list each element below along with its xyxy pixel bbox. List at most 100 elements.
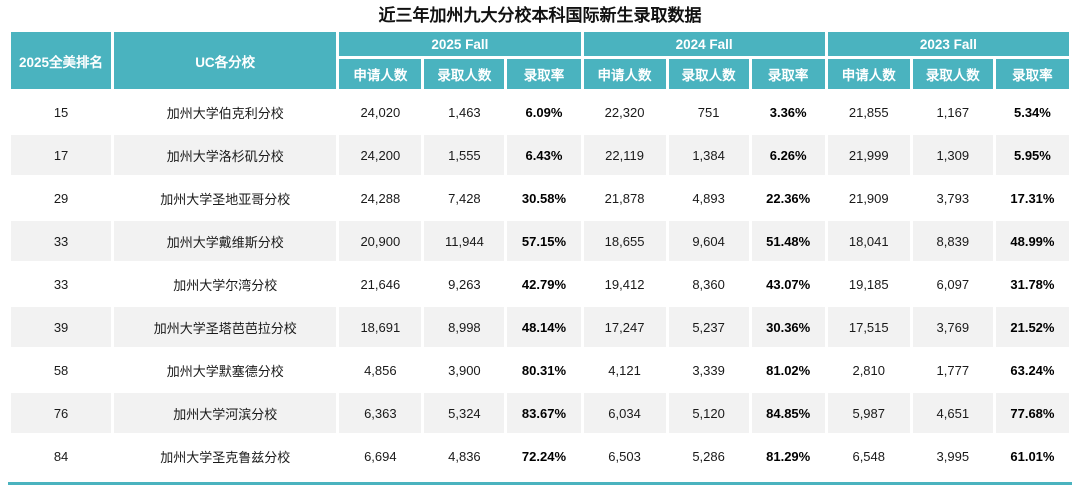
admitted-count-cell: 5,120 xyxy=(668,393,749,433)
applicant-count-cell: 6,034 xyxy=(583,393,666,433)
applicant-count-cell: 4,121 xyxy=(583,350,666,390)
applicant-count-cell: 17,515 xyxy=(827,307,910,347)
table-row: 76 加州大学河滨分校 6,363 5,324 83.67% 6,034 5,120 84.8… xyxy=(11,393,1069,433)
school-cell: 加州大学默塞德分校 xyxy=(114,350,337,390)
admit-rate-cell: 80.31% xyxy=(507,350,581,390)
admitted-count-cell: 4,836 xyxy=(424,436,505,476)
admitted-count-cell: 9,604 xyxy=(668,221,749,261)
admitted-count-cell: 3,339 xyxy=(668,350,749,390)
table-row: 15 加州大学伯克利分校 24,020 1,463 6.09% 22,320 751 3.36… xyxy=(11,92,1069,132)
table-row: 58 加州大学默塞德分校 4,856 3,900 80.31% 4,121 3,339 81.… xyxy=(11,350,1069,390)
applicant-count-cell: 21,909 xyxy=(827,178,910,218)
admitted-count-cell: 1,384 xyxy=(668,135,749,175)
admit-rate-cell: 43.07% xyxy=(751,264,825,304)
admit-rate-cell: 81.29% xyxy=(751,436,825,476)
applicant-count-cell: 4,856 xyxy=(339,350,422,390)
applicant-count-cell: 19,412 xyxy=(583,264,666,304)
applicant-count-cell: 21,878 xyxy=(583,178,666,218)
rank-cell: 33 xyxy=(11,264,112,304)
admitted-count-cell: 5,324 xyxy=(424,393,505,433)
admitted-count-cell: 1,463 xyxy=(424,92,505,132)
school-cell: 加州大学圣塔芭芭拉分校 xyxy=(114,307,337,347)
admitted-count-cell: 6,097 xyxy=(912,264,993,304)
subheader-admitted-2024: 录取人数 xyxy=(668,59,749,89)
admitted-count-cell: 7,428 xyxy=(424,178,505,218)
admit-rate-cell: 31.78% xyxy=(995,264,1069,304)
applicant-count-cell: 24,288 xyxy=(339,178,422,218)
school-cell: 加州大学尔湾分校 xyxy=(114,264,337,304)
table-bottom-rule xyxy=(8,482,1072,485)
applicant-count-cell: 21,855 xyxy=(827,92,910,132)
admit-rate-cell: 48.99% xyxy=(995,221,1069,261)
admit-rate-cell: 6.09% xyxy=(507,92,581,132)
admitted-count-cell: 5,286 xyxy=(668,436,749,476)
applicant-count-cell: 24,200 xyxy=(339,135,422,175)
admit-rate-cell: 22.36% xyxy=(751,178,825,218)
admit-rate-cell: 84.85% xyxy=(751,393,825,433)
admit-rate-cell: 17.31% xyxy=(995,178,1069,218)
school-cell: 加州大学圣地亚哥分校 xyxy=(114,178,337,218)
table-row: 29 加州大学圣地亚哥分校 24,288 7,428 30.58% 21,878 4,893… xyxy=(11,178,1069,218)
applicant-count-cell: 17,247 xyxy=(583,307,666,347)
table-body: 15 加州大学伯克利分校 24,020 1,463 6.09% 22,320 751 3.36… xyxy=(11,92,1069,476)
admit-rate-cell: 42.79% xyxy=(507,264,581,304)
header-row-subcolumns: 申请人数 录取人数 录取率 申请人数 录取人数 录取率 申请人数 录取人数 录取… xyxy=(11,59,1069,89)
school-cell: 加州大学洛杉矶分校 xyxy=(114,135,337,175)
admit-rate-cell: 3.36% xyxy=(751,92,825,132)
subheader-applicants-2023: 申请人数 xyxy=(827,59,910,89)
school-cell: 加州大学圣克鲁兹分校 xyxy=(114,436,337,476)
school-cell: 加州大学戴维斯分校 xyxy=(114,221,337,261)
applicant-count-cell: 2,810 xyxy=(827,350,910,390)
table-row: 17 加州大学洛杉矶分校 24,200 1,555 6.43% 22,119 1,384 6.… xyxy=(11,135,1069,175)
applicant-count-cell: 19,185 xyxy=(827,264,910,304)
rank-cell: 84 xyxy=(11,436,112,476)
admitted-count-cell: 1,777 xyxy=(912,350,993,390)
subheader-rate-2025: 录取率 xyxy=(507,59,581,89)
rank-cell: 15 xyxy=(11,92,112,132)
admit-rate-cell: 77.68% xyxy=(995,393,1069,433)
admitted-count-cell: 3,769 xyxy=(912,307,993,347)
admitted-count-cell: 8,839 xyxy=(912,221,993,261)
admit-rate-cell: 51.48% xyxy=(751,221,825,261)
admit-rate-cell: 6.26% xyxy=(751,135,825,175)
admit-rate-cell: 63.24% xyxy=(995,350,1069,390)
page-title: 近三年加州九大分校本科国际新生录取数据 xyxy=(378,6,702,25)
admitted-count-cell: 3,793 xyxy=(912,178,993,218)
rank-cell: 17 xyxy=(11,135,112,175)
applicant-count-cell: 18,041 xyxy=(827,221,910,261)
subheader-admitted-2023: 录取人数 xyxy=(912,59,993,89)
applicant-count-cell: 18,691 xyxy=(339,307,422,347)
admitted-count-cell: 11,944 xyxy=(424,221,505,261)
subheader-rate-2024: 录取率 xyxy=(751,59,825,89)
applicant-count-cell: 22,320 xyxy=(583,92,666,132)
admit-rate-cell: 72.24% xyxy=(507,436,581,476)
header-row-groups: 2025全美排名 UC各分校 2025 Fall 2024 Fall 2023 … xyxy=(11,32,1069,89)
rank-column-header: 2025全美排名 xyxy=(11,32,112,89)
applicant-count-cell: 21,999 xyxy=(827,135,910,175)
admit-rate-cell: 30.36% xyxy=(751,307,825,347)
table-row: 39 加州大学圣塔芭芭拉分校 18,691 8,998 48.14% 17,247 5,23… xyxy=(11,307,1069,347)
admitted-count-cell: 1,167 xyxy=(912,92,993,132)
admit-rate-cell: 61.01% xyxy=(995,436,1069,476)
subheader-applicants-2025: 申请人数 xyxy=(339,59,422,89)
admit-rate-cell: 81.02% xyxy=(751,350,825,390)
applicant-count-cell: 6,503 xyxy=(583,436,666,476)
school-column-header: UC各分校 xyxy=(114,32,337,89)
admit-rate-cell: 6.43% xyxy=(507,135,581,175)
table-row: 33 加州大学戴维斯分校 20,900 11,944 57.15% 18,655 9,604… xyxy=(11,221,1069,261)
admitted-count-cell: 4,893 xyxy=(668,178,749,218)
admitted-count-cell: 8,998 xyxy=(424,307,505,347)
admitted-count-cell: 751 xyxy=(668,92,749,132)
year-group-header-2025: 2025 Fall xyxy=(339,32,581,56)
applicant-count-cell: 22,119 xyxy=(583,135,666,175)
school-cell: 加州大学伯克利分校 xyxy=(114,92,337,132)
admitted-count-cell: 4,651 xyxy=(912,393,993,433)
admitted-count-cell: 9,263 xyxy=(424,264,505,304)
admit-rate-cell: 30.58% xyxy=(507,178,581,218)
applicant-count-cell: 24,020 xyxy=(339,92,422,132)
applicant-count-cell: 20,900 xyxy=(339,221,422,261)
admit-rate-cell: 5.95% xyxy=(995,135,1069,175)
admit-rate-cell: 21.52% xyxy=(995,307,1069,347)
applicant-count-cell: 6,363 xyxy=(339,393,422,433)
